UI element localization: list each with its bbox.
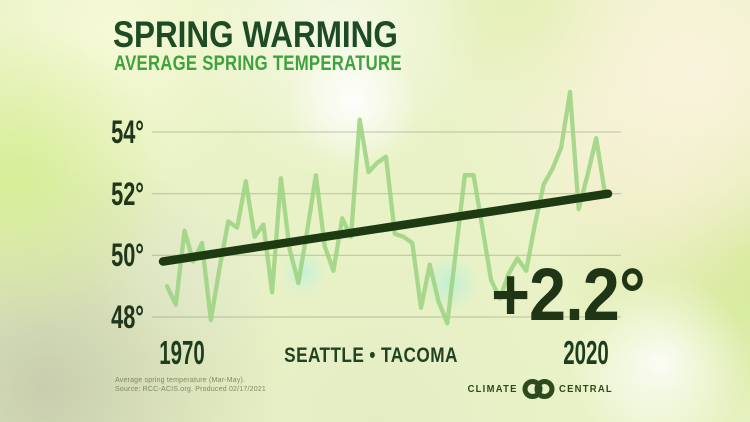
x-axis-label-1970: 1970 — [159, 334, 205, 371]
y-axis-label-48: 48° — [111, 299, 144, 335]
station-label: SEATTLE • TACOMA — [284, 344, 458, 367]
logo-word-climate: CLIMATE — [467, 383, 518, 395]
y-axis-label-50: 50° — [111, 237, 144, 274]
temperature-line-series — [164, 89, 608, 326]
page-subtitle: AVERAGE SPRING TEMPERATURE — [114, 51, 402, 75]
source-note: Average spring temperature (Mar-May). So… — [115, 377, 266, 395]
trend-change-label: +2.2° — [491, 253, 646, 336]
source-note-line2: Source: RCC-ACIS.org. Produced 02/17/202… — [115, 385, 266, 393]
x-axis-label-2020: 2020 — [563, 334, 609, 371]
y-axis-label-54: 54° — [111, 114, 144, 150]
trend-line — [158, 189, 613, 266]
page-title: SPRING WARMING — [113, 14, 398, 55]
climate-central-logo: CLIMATE CENTRAL — [462, 375, 619, 403]
logo-word-central: CENTRAL — [558, 383, 613, 395]
source-note-line1: Average spring temperature (Mar-May). — [115, 377, 246, 384]
y-axis-label-52: 52° — [111, 175, 144, 212]
interlocking-rings-icon — [522, 379, 555, 399]
